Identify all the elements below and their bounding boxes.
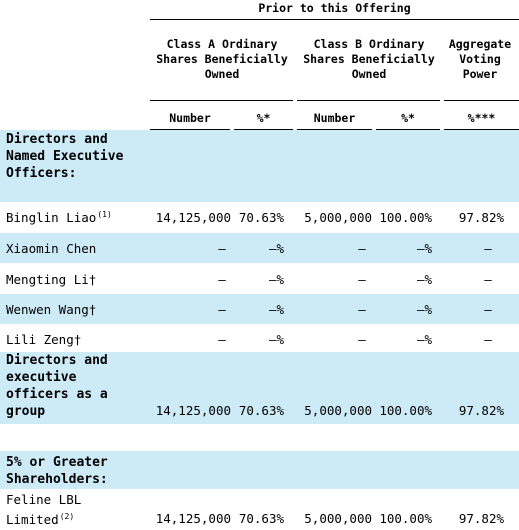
aggregate-rule: [444, 100, 519, 101]
col-rule-1: [150, 129, 230, 130]
row-num-a: 14,125,000: [155, 210, 231, 225]
five-pct-section-band: [0, 451, 519, 489]
row-num-b: 5,000,000: [304, 511, 372, 526]
offering-rule: [150, 19, 519, 20]
table-row: Mengting Li† — —% — —% —: [0, 264, 519, 294]
col-rule-5: [444, 129, 519, 130]
col-rule-2: [234, 129, 293, 130]
row-pct-b: —%: [416, 272, 432, 287]
row-pct-b: —%: [416, 241, 432, 256]
col-rule-4: [376, 129, 440, 130]
directors-section-band: [0, 130, 519, 202]
row-pct-b: 100.00%: [379, 511, 432, 526]
row-num-a: 14,125,000: [155, 511, 231, 526]
class-a-rule: [150, 100, 293, 101]
row-num-a: —: [218, 332, 226, 347]
group-num-a: 14,125,000: [155, 403, 231, 418]
table-row: Lili Zeng† — —% — —% —: [0, 325, 519, 352]
class-b-header: Class B Ordinary Shares Beneficially Own…: [303, 37, 435, 81]
row-num-a: —: [218, 272, 226, 287]
row-num-a: —: [218, 241, 226, 256]
row-name: Wenwen Wang†: [6, 302, 97, 317]
row-pct-b: —%: [416, 332, 432, 347]
row-voting: —: [484, 302, 492, 317]
row-num-b: —: [358, 332, 366, 347]
row-num-b: —: [358, 241, 366, 256]
row-name: Xiaomin Chen: [6, 241, 97, 256]
col-pct-a: %*: [256, 111, 271, 125]
class-b-rule: [297, 100, 440, 101]
row-num-a: —: [218, 302, 226, 317]
col-number-a: Number: [169, 111, 211, 125]
row-num-b: —: [358, 302, 366, 317]
row-pct-b: —%: [416, 302, 432, 317]
col-rule-3: [297, 129, 372, 130]
table-row: Wenwen Wang† — —% — —% —: [0, 294, 519, 324]
group-row: Directors and executive officers as a gr…: [0, 352, 519, 424]
row-pct-a: —%: [268, 241, 284, 256]
row-voting: —: [484, 332, 492, 347]
row-num-b: —: [358, 272, 366, 287]
col-number-b: Number: [313, 111, 356, 125]
row-pct-a: —%: [268, 272, 284, 287]
group-num-b: 5,000,000: [304, 403, 372, 418]
row-pct-a: —%: [268, 302, 284, 317]
row-num-b: 5,000,000: [304, 210, 372, 225]
row-voting: 97.82%: [458, 210, 504, 225]
table-row: Feline LBL Limited(2) 14,125,000 70.63% …: [0, 489, 519, 530]
table-row: Xiaomin Chen — —% — —% —: [0, 233, 519, 263]
group-pct-b: 100.00%: [379, 403, 432, 418]
row-voting: 97.82%: [458, 511, 504, 526]
directors-section-label: Directors and Named Executive Officers:: [6, 132, 124, 181]
row-name: Feline LBL Limited(2): [6, 492, 82, 527]
row-voting: —: [484, 241, 492, 256]
group-pct-a: 70.63%: [238, 403, 284, 418]
row-name: Mengting Li†: [6, 272, 97, 287]
row-name: Binglin Liao(1): [6, 210, 112, 225]
group-voting: 97.82%: [458, 403, 504, 418]
group-label: Directors and executive officers as a gr…: [6, 353, 108, 419]
aggregate-header: Aggregate Voting Power: [448, 37, 512, 81]
col-voting: %***: [467, 111, 496, 125]
table-row: Binglin Liao(1) 14,125,000 70.63% 5,000,…: [0, 202, 519, 232]
row-name: Lili Zeng†: [6, 332, 82, 347]
row-pct-b: 100.00%: [379, 210, 432, 225]
row-pct-a: 70.63%: [238, 511, 284, 526]
row-pct-a: —%: [268, 332, 284, 347]
offering-header: Prior to this Offering: [258, 1, 411, 15]
class-a-header: Class A Ordinary Shares Beneficially Own…: [156, 37, 288, 81]
row-voting: —: [484, 272, 492, 287]
five-pct-section-label: 5% or Greater Shareholders:: [6, 455, 108, 487]
row-pct-a: 70.63%: [238, 210, 284, 225]
col-pct-b: %*: [401, 111, 415, 125]
